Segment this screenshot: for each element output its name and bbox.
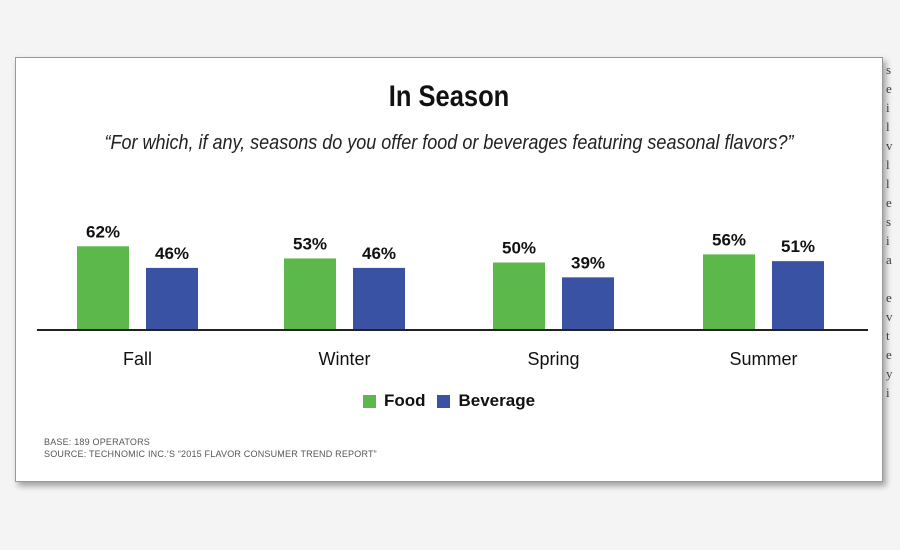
source-note: SOURCE: TECHNOMIC INC.’S “2015 FLAVOR CO…: [44, 449, 377, 459]
legend-label-beverage: Beverage: [458, 391, 536, 410]
data-label-food-winter: 53%: [293, 234, 327, 253]
category-label-fall: Fall: [123, 349, 152, 369]
bg-text-fragment: e: [886, 81, 892, 96]
bar-food-summer: [703, 254, 755, 330]
bar-beverage-summer: [772, 261, 824, 330]
bg-text-fragment: i: [886, 233, 890, 248]
legend-swatch-beverage: [437, 394, 451, 408]
bg-text-fragment: a: [886, 252, 892, 267]
legend-item-beverage: Beverage: [437, 391, 535, 411]
bar-food-fall: [77, 246, 129, 330]
data-label-food-fall: 62%: [86, 222, 120, 241]
bar-beverage-spring: [562, 277, 614, 330]
legend-label-food: Food: [383, 391, 426, 410]
data-label-beverage-fall: 46%: [155, 244, 189, 263]
data-label-beverage-winter: 46%: [362, 244, 396, 263]
bar-beverage-winter: [353, 267, 405, 330]
legend-swatch-food: [362, 394, 376, 408]
bg-text-fragment: l: [886, 157, 890, 172]
bars-group: 62% 46% Fall 53% 46% Winter 50% 39% Spring 56% 51%…: [77, 222, 824, 369]
bar-chart: 62% 46% Fall 53% 46% Winter 50% 39% Spring 56% 51%…: [37, 222, 868, 369]
legend: Food Beverage: [16, 391, 882, 411]
bg-text-fragment: e: [886, 290, 892, 305]
bg-text-fragment: e: [886, 195, 892, 210]
bar-food-spring: [493, 262, 545, 330]
legend-item-food: Food: [362, 391, 426, 411]
bar-food-winter: [284, 258, 336, 330]
bg-text-fragment: [886, 269, 900, 288]
bg-text-fragment: e: [886, 347, 892, 362]
bg-text-fragment: y: [886, 366, 893, 381]
bg-text-fragment: v: [886, 138, 893, 153]
bg-text-fragment: t: [886, 328, 890, 343]
bg-text-fragment: s: [886, 62, 892, 77]
data-label-food-summer: 56%: [712, 230, 746, 249]
bg-text-fragment: s: [886, 214, 892, 229]
category-label-spring: Spring: [527, 349, 579, 369]
chart-notes: BASE: 189 OPERATORS SOURCE: TECHNOMIC IN…: [44, 436, 377, 460]
bg-text-fragment: v: [886, 309, 893, 324]
bg-text-fragment: l: [886, 119, 890, 134]
data-label-beverage-spring: 39%: [571, 253, 605, 272]
bg-text-fragment: l: [886, 176, 890, 191]
chart-subtitle: “For which, if any, seasons do you offer…: [104, 132, 794, 154]
chart-card: In Season “For which, if any, seasons do…: [15, 57, 883, 482]
chart-title: In Season: [388, 80, 510, 113]
data-label-beverage-summer: 51%: [781, 237, 815, 256]
category-label-summer: Summer: [729, 349, 797, 369]
bg-text-fragment: i: [886, 100, 890, 115]
bg-text-fragment: i: [886, 385, 890, 400]
data-label-food-spring: 50%: [502, 239, 536, 258]
category-label-winter: Winter: [318, 349, 370, 369]
bar-beverage-fall: [146, 267, 198, 330]
base-note: BASE: 189 OPERATORS: [44, 437, 151, 447]
